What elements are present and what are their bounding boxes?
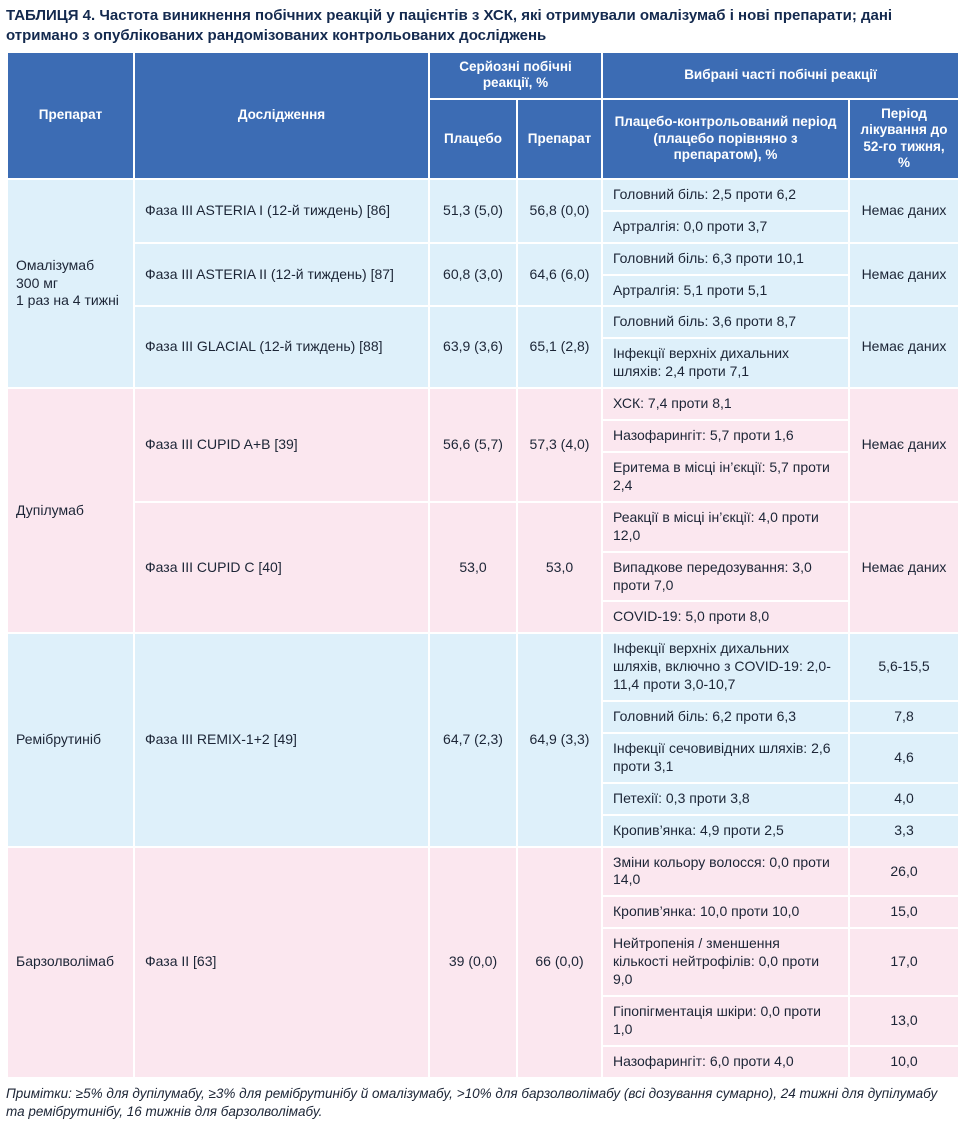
adverse-event-cell: Кропив’янка: 4,9 проти 2,5 — [601, 813, 850, 848]
table-row: Артралгія: 5,1 проти 5,1 — [7, 273, 959, 308]
table-title: ТАБЛИЦЯ 4. Частота виникнення побічних р… — [6, 7, 893, 44]
table-row: COVID-19: 5,0 проти 8,0 — [7, 600, 959, 635]
table-row: Головний біль: 6,2 проти 6,3 7,8 — [7, 700, 960, 734]
adverse-event-cell: Інфекції сечовивідних шляхів: 2,6 проти … — [601, 731, 850, 784]
adverse-event-cell: Інфекції верхніх дихальних шляхів: 2,4 п… — [601, 337, 850, 390]
adverse-event-cell: Назофарингіт: 6,0 проти 4,0 — [601, 1044, 850, 1079]
header-drug-value: Препарат — [516, 97, 603, 180]
table-row: Еритема в місці ін’єкції: 5,7 проти 2,4 — [7, 450, 959, 503]
table-row: Дупілумаб Фаза III CUPID A+B [39] 56,6 (5,… — [6, 387, 960, 635]
table-figure: ТАБЛИЦЯ 4. Частота виникнення побічних р… — [6, 6, 960, 1120]
period-value-cell: Немає даних — [848, 305, 960, 390]
placebo-value-cell: 56,6 (5,7) — [428, 387, 518, 503]
drug-value-cell: 53,0 — [516, 500, 603, 635]
adverse-event-cell: Головний біль: 6,3 проти 10,1 — [601, 241, 850, 276]
period-value-cell: Немає даних — [848, 241, 960, 308]
study-cell: Фаза III GLACIAL (12-й тиждень) [88] — [133, 305, 430, 390]
table-row: Інфекції сечовивідних шляхів: 2,6 проти … — [7, 731, 960, 784]
table-row: Омалізумаб 300 мг 1 раз на 4 тижні Фаза I… — [6, 177, 960, 390]
placebo-value-cell: 60,8 (3,0) — [428, 241, 518, 308]
header-placebo-period: Плацебо-контрольований період (плацебо п… — [601, 97, 850, 180]
adverse-event-cell: Артралгія: 5,1 проти 5,1 — [601, 273, 850, 308]
adverse-event-cell: Реакції в місці ін’єкції: 4,0 проти 12,0 — [601, 500, 850, 553]
adverse-events-table: Препарат Дослідження Серйозні побічні ре… — [6, 51, 960, 1079]
table-row: Артралгія: 0,0 проти 3,7 — [7, 209, 959, 244]
period-value-cell: Немає даних — [848, 387, 960, 503]
placebo-value-cell: 64,7 (2,3) — [428, 632, 518, 848]
adverse-event-cell: Назофарингіт: 5,7 проти 1,6 — [601, 419, 850, 453]
header-serious-reactions: Серйозні побічні реакції, % — [428, 51, 603, 100]
period-value-cell: 4,0 — [848, 781, 960, 816]
adverse-event-cell: Випадкове передозування: 3,0 проти 7,0 — [601, 550, 850, 603]
adverse-event-cell: Головний біль: 6,2 проти 6,3 — [601, 700, 850, 734]
table-row: Інфекції верхніх дихальних шляхів: 2,4 п… — [7, 337, 959, 390]
study-cell: Фаза III REMIX-1+2 [49] — [133, 632, 430, 848]
study-cell: Фаза III CUPID C [40] — [133, 500, 430, 635]
placebo-value-cell: 51,3 (5,0) — [428, 177, 518, 244]
adverse-event-cell: Еритема в місці ін’єкції: 5,7 проти 2,4 — [601, 450, 850, 503]
adverse-event-cell: Петехії: 0,3 проти 3,8 — [601, 781, 850, 816]
adverse-event-cell: Нейтропенія / зменшення кількості нейтро… — [601, 927, 850, 997]
period-value-cell: Немає даних — [848, 177, 960, 244]
adverse-event-cell: Зміни кольору волосся: 0,0 проти 14,0 — [601, 845, 850, 898]
drug-name-cell: Ремібрутиніб — [6, 632, 135, 848]
adverse-event-cell: Головний біль: 2,5 проти 6,2 — [601, 177, 850, 212]
table-header: Препарат Дослідження Серйозні побічні ре… — [6, 51, 960, 180]
table-row: Ремібрутиніб Фаза III REMIX-1+2 [49] 64,7 … — [6, 632, 960, 848]
placebo-value-cell: 53,0 — [428, 500, 518, 635]
table-body: Омалізумаб 300 мг 1 раз на 4 тижні Фаза I… — [6, 177, 960, 1079]
drug-value-cell: 64,9 (3,3) — [516, 632, 603, 848]
period-value-cell: 15,0 — [848, 895, 960, 930]
period-value-cell: 7,8 — [848, 700, 960, 734]
adverse-event-cell: Інфекції верхніх дихальних шляхів, включ… — [601, 632, 850, 703]
placebo-value-cell: 39 (0,0) — [428, 845, 518, 1079]
header-row-2: Плацебо Препарат Плацебо-контрольований … — [7, 97, 960, 180]
header-placebo: Плацебо — [428, 97, 518, 180]
table-row: Фаза III GLACIAL (12-й тиждень) [88] 63,9… — [7, 305, 960, 390]
period-value-cell: 10,0 — [848, 1044, 960, 1079]
placebo-value-cell: 63,9 (3,6) — [428, 305, 518, 390]
table-row: Кропив’янка: 4,9 проти 2,5 3,3 — [7, 813, 960, 848]
table-row: Барзолволімаб Фаза II [63] 39 (0,0) 66 (0,0… — [6, 845, 960, 1079]
table-row: Кропив’янка: 10,0 проти 10,0 15,0 — [7, 895, 960, 930]
study-cell: Фаза III ASTERIA I (12-й тиждень) [86] — [133, 177, 430, 244]
study-cell: Фаза III ASTERIA II (12-й тиждень) [87] — [133, 241, 430, 308]
table-row: Фаза III ASTERIA II (12-й тиждень) [87] 6… — [7, 241, 960, 308]
drug-value-cell: 56,8 (0,0) — [516, 177, 603, 244]
period-value-cell: 5,6-15,5 — [848, 632, 960, 703]
drug-value-cell: 65,1 (2,8) — [516, 305, 603, 390]
adverse-event-cell: Гіпопігментація шкіри: 0,0 проти 1,0 — [601, 995, 850, 1047]
drug-name-cell: Омалізумаб 300 мг 1 раз на 4 тижні — [6, 177, 135, 390]
table-row: Фаза III CUPID C [40] 53,0 53,0 Реакції в м… — [7, 500, 960, 635]
period-value-cell: 17,0 — [848, 927, 960, 997]
header-study: Дослідження — [133, 51, 430, 180]
table-notes: Примітки: ≥5% для дупілумабу, ≥3% для ре… — [6, 1085, 938, 1119]
period-value-cell: Немає даних — [848, 500, 960, 635]
adverse-event-cell: COVID-19: 5,0 проти 8,0 — [601, 600, 850, 635]
adverse-event-cell: ХСК: 7,4 проти 8,1 — [601, 387, 850, 422]
period-value-cell: 4,6 — [848, 731, 960, 784]
drug-name-cell: Дупілумаб — [6, 387, 135, 635]
adverse-event-cell: Головний біль: 3,6 проти 8,7 — [601, 305, 850, 340]
table-row: Нейтропенія / зменшення кількості нейтро… — [7, 927, 960, 997]
period-value-cell: 13,0 — [848, 995, 960, 1047]
period-value-cell: 3,3 — [848, 813, 960, 848]
study-cell: Фаза II [63] — [133, 845, 430, 1079]
table-row: Випадкове передозування: 3,0 проти 7,0 — [7, 550, 959, 603]
table-row: Назофарингіт: 5,7 проти 1,6 — [7, 419, 959, 453]
adverse-event-cell: Артралгія: 0,0 проти 3,7 — [601, 209, 850, 244]
adverse-event-cell: Кропив’янка: 10,0 проти 10,0 — [601, 895, 850, 930]
period-value-cell: 26,0 — [848, 845, 960, 898]
drug-name-cell: Барзолволімаб — [6, 845, 135, 1079]
table-row: Петехії: 0,3 проти 3,8 4,0 — [7, 781, 960, 816]
drug-value-cell: 57,3 (4,0) — [516, 387, 603, 503]
drug-value-cell: 64,6 (6,0) — [516, 241, 603, 308]
study-cell: Фаза III CUPID A+B [39] — [133, 387, 430, 503]
header-drug: Препарат — [6, 51, 135, 180]
header-treatment-period: Період лікування до 52-го тижня, % — [848, 97, 960, 180]
drug-value-cell: 66 (0,0) — [516, 845, 603, 1079]
header-row-1: Препарат Дослідження Серйозні побічні ре… — [6, 51, 960, 180]
header-selected-reactions: Вибрані часті побічні реакції — [601, 51, 960, 100]
